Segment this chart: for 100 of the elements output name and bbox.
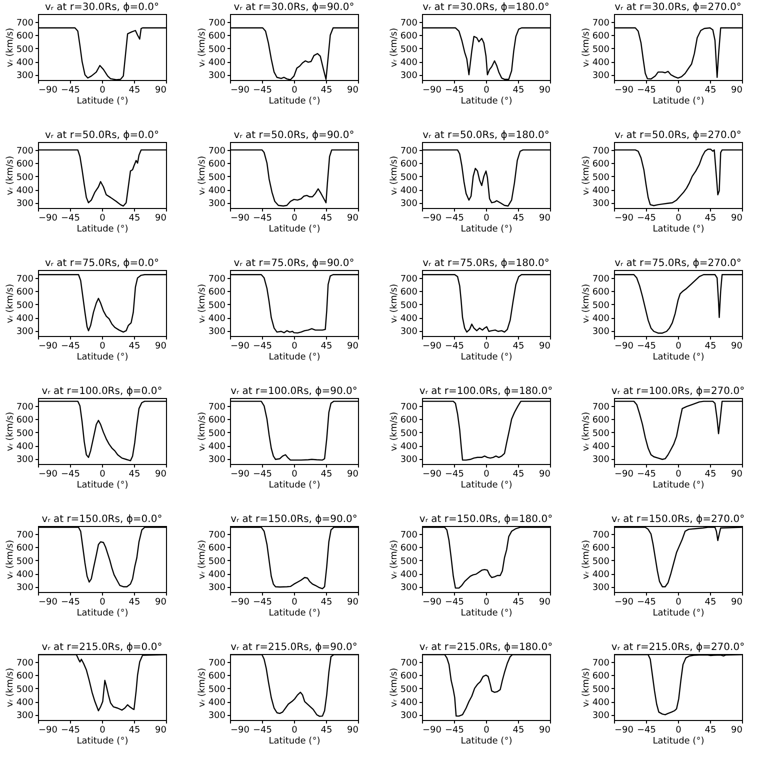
x-axis-title: Latitude (°) (652, 480, 704, 490)
y-axis-title: vᵣ (km/s) (5, 412, 16, 452)
x-axis-title: Latitude (°) (652, 224, 704, 234)
y-tick-label: 500 (592, 428, 610, 439)
y-tick-label: 500 (16, 44, 34, 55)
x-tick-label: −45 (253, 470, 272, 480)
x-tick-label: −90 (38, 726, 58, 736)
x-tick-label: −45 (253, 342, 272, 352)
x-axis-title: Latitude (°) (460, 352, 512, 362)
y-tick-label: 500 (592, 44, 610, 55)
x-tick-label: 90 (731, 214, 743, 224)
chart-title: vᵣ at r=100.0Rs, ϕ=0.0° (42, 386, 162, 397)
x-tick-label: −90 (614, 342, 634, 352)
x-tick-label: −45 (445, 598, 464, 608)
x-tick-label: 90 (347, 470, 359, 480)
y-tick-label: 400 (592, 442, 610, 452)
y-tick-label: 700 (592, 18, 610, 28)
y-axis-title: vᵣ (km/s) (197, 156, 208, 196)
x-tick-label: 90 (539, 470, 551, 480)
x-tick-label: −45 (637, 470, 656, 480)
y-axis-title: vᵣ (km/s) (197, 668, 208, 708)
x-tick-label: 90 (155, 470, 167, 480)
x-axis-title: Latitude (°) (460, 480, 512, 490)
y-tick-label: 600 (400, 544, 418, 554)
chart-title: vᵣ at r=100.0Rs, ϕ=270.0° (611, 386, 745, 397)
x-tick-label: 45 (320, 598, 332, 608)
y-axis-title: vᵣ (km/s) (581, 668, 592, 708)
y-axis-title: vᵣ (km/s) (197, 412, 208, 452)
y-tick-label: 300 (400, 71, 418, 82)
y-tick-label: 600 (16, 288, 34, 298)
x-tick-label: 0 (484, 470, 490, 480)
y-tick-label: 400 (400, 698, 418, 708)
y-axis-title: vᵣ (km/s) (197, 28, 208, 68)
y-tick-label: 600 (16, 544, 34, 554)
y-tick-label: 400 (400, 186, 418, 196)
y-tick-label: 400 (592, 314, 610, 324)
x-tick-label: −45 (61, 86, 80, 96)
x-tick-label: −90 (230, 598, 250, 608)
y-tick-label: 600 (400, 416, 418, 426)
y-tick-label: 500 (400, 300, 418, 311)
x-tick-label: 90 (731, 342, 743, 352)
x-tick-label: −90 (614, 726, 634, 736)
x-tick-label: 0 (292, 86, 298, 96)
y-tick-label: 300 (16, 711, 34, 722)
chart-title: vᵣ at r=215.0Rs, ϕ=180.0° (419, 642, 553, 653)
x-axis-title: Latitude (°) (76, 736, 128, 746)
x-tick-label: −45 (61, 342, 80, 352)
x-tick-label: 90 (731, 598, 743, 608)
x-tick-label: 45 (704, 470, 716, 480)
x-tick-label: 0 (292, 342, 298, 352)
y-tick-label: 400 (592, 570, 610, 580)
x-tick-label: 90 (155, 214, 167, 224)
x-tick-label: −90 (230, 470, 250, 480)
x-axis-title: Latitude (°) (460, 608, 512, 618)
chart-title: vᵣ at r=150.0Rs, ϕ=90.0° (230, 514, 358, 525)
y-tick-label: 400 (592, 186, 610, 196)
x-tick-label: 45 (704, 342, 716, 352)
y-tick-label: 600 (400, 32, 418, 42)
x-tick-label: −90 (38, 86, 58, 96)
y-axis-title: vᵣ (km/s) (581, 28, 592, 68)
x-tick-label: −45 (445, 342, 464, 352)
x-tick-label: −45 (445, 214, 464, 224)
y-tick-label: 700 (16, 18, 34, 28)
x-tick-label: 90 (539, 598, 551, 608)
y-tick-label: 400 (208, 314, 226, 324)
y-tick-label: 300 (400, 455, 418, 466)
x-tick-label: 0 (676, 470, 682, 480)
y-tick-label: 600 (16, 416, 34, 426)
x-tick-label: −45 (445, 86, 464, 96)
y-tick-label: 300 (16, 71, 34, 82)
x-tick-label: 90 (347, 598, 359, 608)
y-tick-label: 700 (208, 658, 226, 668)
x-axis-title: Latitude (°) (460, 224, 512, 234)
x-tick-label: −90 (230, 86, 250, 96)
x-tick-label: −45 (61, 470, 80, 480)
chart-title: vᵣ at r=75.0Rs, ϕ=90.0° (234, 258, 354, 269)
y-axis-title: vᵣ (km/s) (581, 156, 592, 196)
y-axis-title: vᵣ (km/s) (5, 284, 16, 324)
y-axis-title: vᵣ (km/s) (389, 412, 400, 452)
y-tick-label: 700 (208, 146, 226, 156)
chart-title: vᵣ at r=30.0Rs, ϕ=90.0° (234, 2, 354, 13)
y-tick-label: 400 (208, 442, 226, 452)
y-tick-label: 600 (16, 672, 34, 682)
chart-title: vᵣ at r=50.0Rs, ϕ=270.0° (614, 130, 742, 141)
chart-title: vᵣ at r=215.0Rs, ϕ=270.0° (611, 642, 745, 653)
x-tick-label: −90 (230, 726, 250, 736)
y-tick-label: 600 (16, 32, 34, 42)
y-tick-label: 500 (16, 684, 34, 695)
x-tick-label: −90 (614, 214, 634, 224)
y-tick-label: 400 (16, 186, 34, 196)
y-tick-label: 700 (16, 274, 34, 284)
x-tick-label: 45 (704, 598, 716, 608)
y-tick-label: 600 (400, 288, 418, 298)
x-tick-label: −90 (38, 214, 58, 224)
y-tick-label: 500 (208, 684, 226, 695)
x-tick-label: 0 (484, 86, 490, 96)
x-axis-title: Latitude (°) (268, 480, 320, 490)
y-tick-label: 500 (208, 44, 226, 55)
y-tick-label: 600 (16, 160, 34, 170)
x-axis-title: Latitude (°) (76, 480, 128, 490)
